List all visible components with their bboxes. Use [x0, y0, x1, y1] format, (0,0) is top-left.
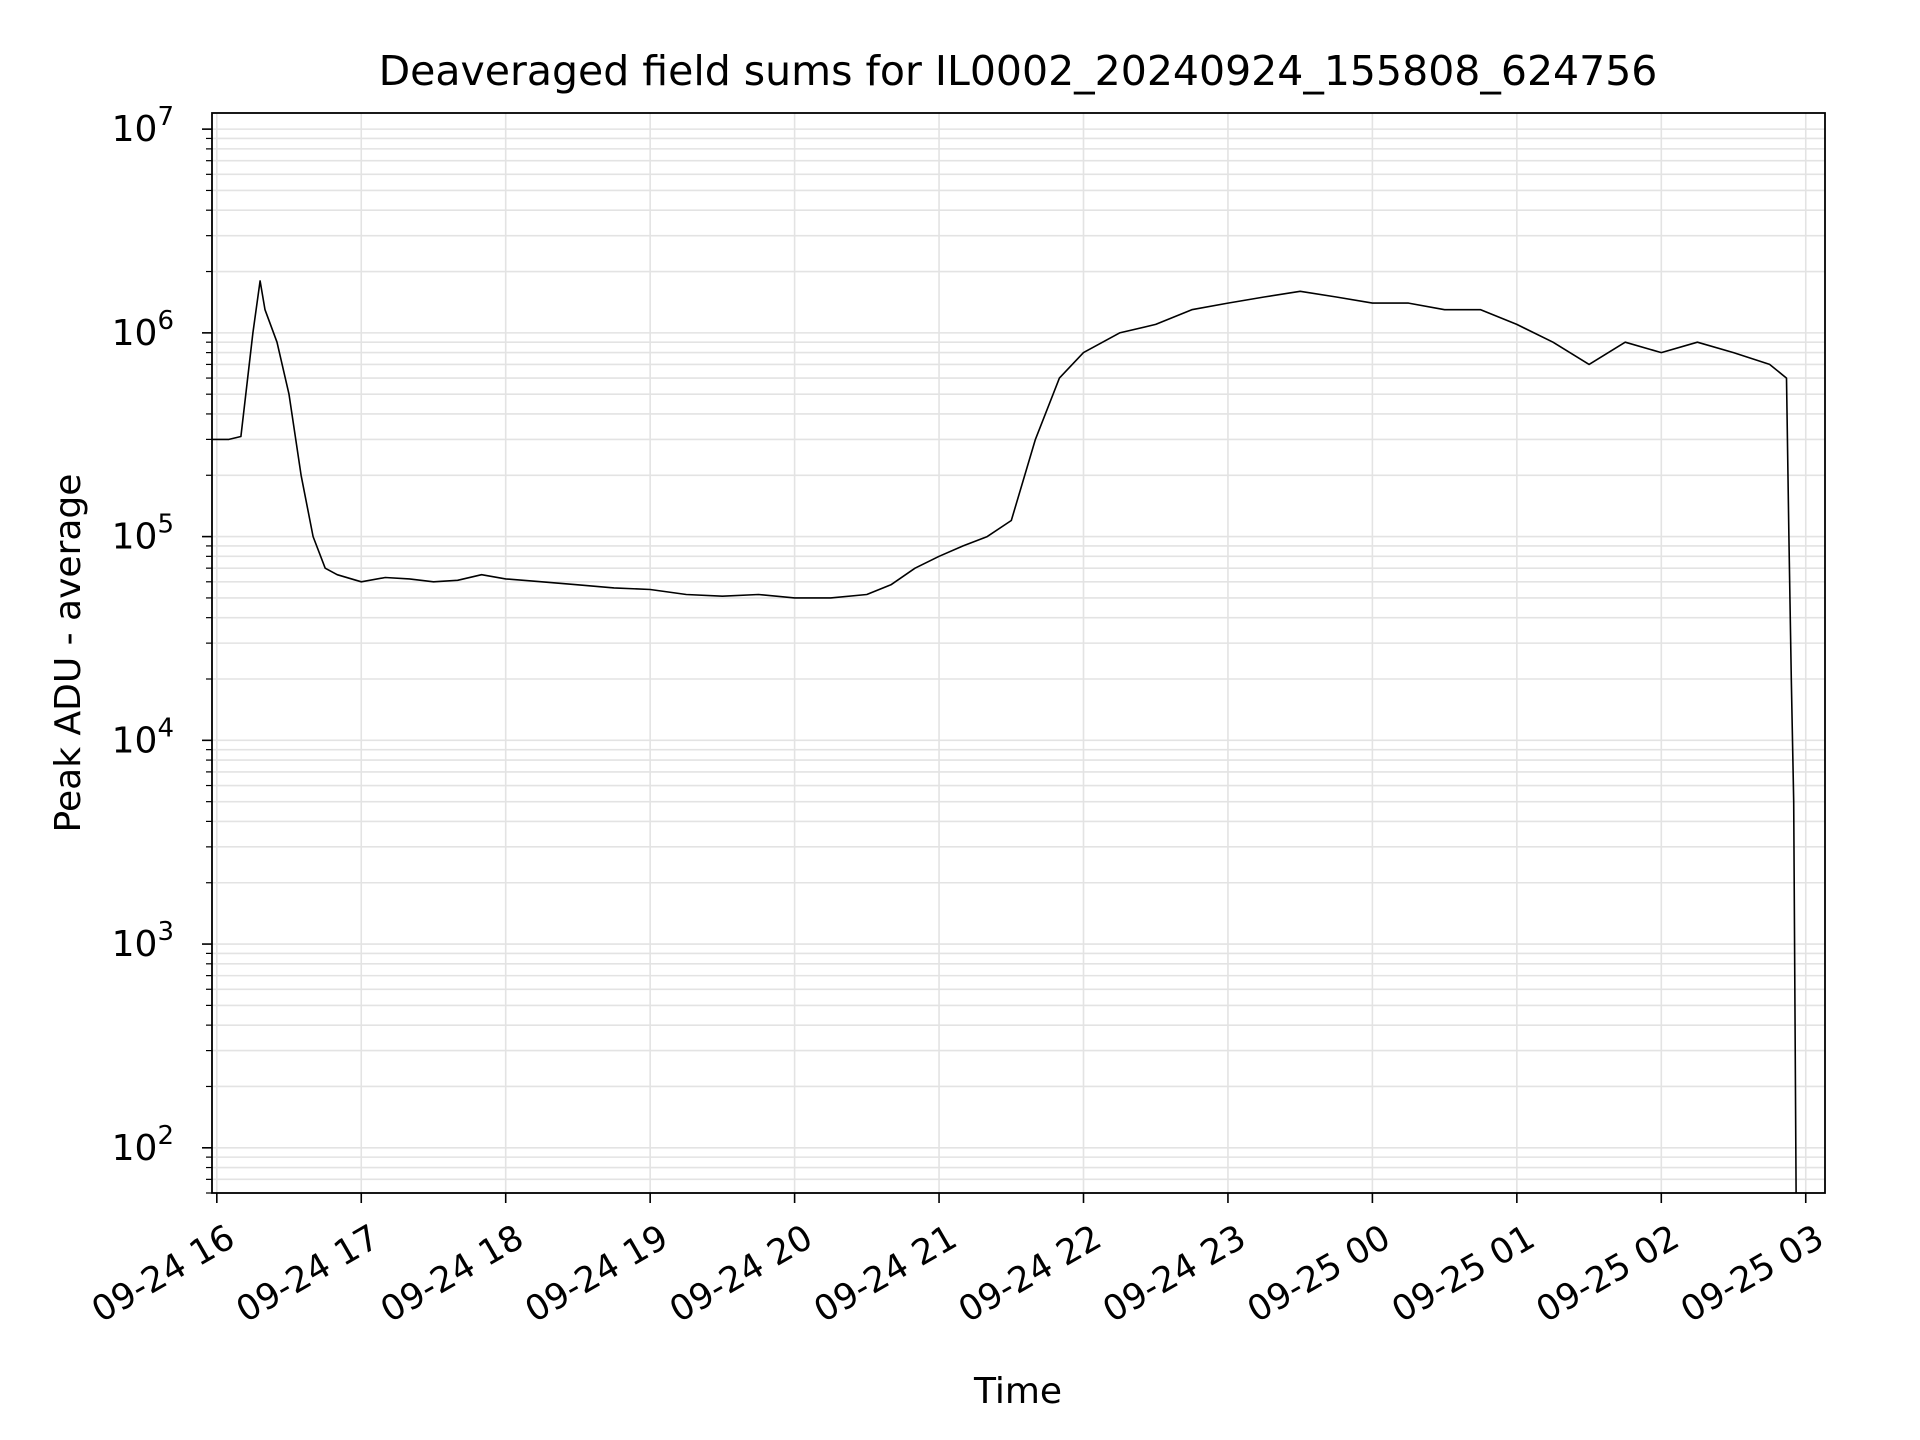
y-tick-label: 103 [112, 917, 174, 965]
x-tick-label: 09-25 00 [1241, 1218, 1397, 1331]
y-tick-label: 107 [112, 102, 174, 150]
y-axis: 102 103 104 105 106 107 [112, 102, 212, 1194]
grid-lines [212, 113, 1825, 1194]
x-tick-label: 09-25 01 [1385, 1218, 1541, 1331]
chart-title: Deaveraged field sums for IL0002_2024092… [379, 47, 1658, 95]
y-tick-label: 104 [112, 713, 174, 761]
series-line-layer [212, 280, 1797, 1194]
x-tick-label: 09-24 16 [85, 1218, 241, 1331]
x-tick-label: 09-24 22 [952, 1218, 1108, 1331]
x-tick-label: 09-24 19 [519, 1218, 675, 1331]
x-tick-label: 09-25 03 [1674, 1218, 1830, 1331]
x-tick-label: 09-24 23 [1097, 1218, 1253, 1331]
plot-frame [211, 112, 1826, 1194]
x-tick-label: 09-24 18 [374, 1218, 530, 1331]
series-line [212, 280, 1797, 1194]
x-tick-label: 09-24 20 [663, 1218, 819, 1331]
x-tick-label: 09-24 21 [808, 1218, 964, 1331]
x-axis-label: Time [973, 1371, 1062, 1412]
y-tick-label: 102 [112, 1121, 174, 1169]
y-tick-label: 105 [112, 510, 174, 558]
y-axis-label: Peak ADU - average [48, 474, 89, 833]
x-tick-label: 09-24 17 [230, 1218, 386, 1331]
y-tick-label: 106 [112, 306, 174, 354]
x-tick-label: 09-25 02 [1530, 1218, 1686, 1331]
